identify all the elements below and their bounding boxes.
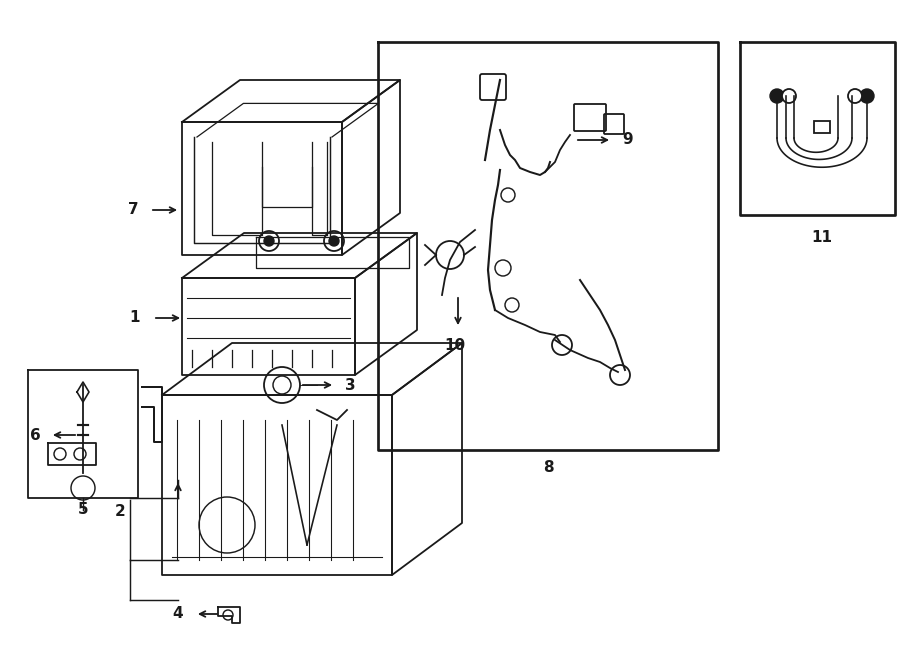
Text: 3: 3 xyxy=(345,377,356,393)
Circle shape xyxy=(860,89,874,103)
Text: 5: 5 xyxy=(77,502,88,518)
Circle shape xyxy=(848,89,862,103)
Text: 4: 4 xyxy=(173,606,184,622)
Text: 7: 7 xyxy=(128,203,139,218)
Circle shape xyxy=(264,236,274,246)
Text: 6: 6 xyxy=(30,428,40,442)
Circle shape xyxy=(329,236,339,246)
Text: 1: 1 xyxy=(130,310,140,326)
Circle shape xyxy=(782,89,796,103)
Text: 11: 11 xyxy=(812,230,833,244)
Text: 9: 9 xyxy=(623,132,634,148)
Text: 10: 10 xyxy=(445,338,465,352)
Circle shape xyxy=(770,89,784,103)
Text: 8: 8 xyxy=(543,461,553,475)
Text: 2: 2 xyxy=(114,504,125,520)
